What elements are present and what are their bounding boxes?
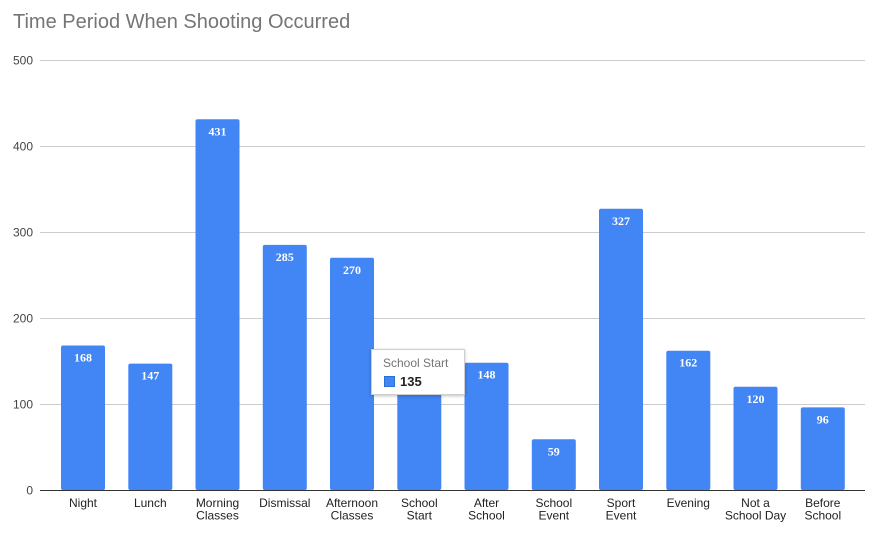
bar[interactable] (330, 257, 374, 490)
y-tick-label: 0 (26, 484, 33, 498)
bar[interactable] (733, 386, 778, 490)
bar[interactable] (464, 362, 509, 490)
bar-value-label: 431 (209, 124, 227, 138)
y-tick-label: 500 (13, 54, 33, 68)
y-tick-label: 100 (13, 398, 33, 412)
bar[interactable] (128, 363, 173, 490)
bars (61, 119, 845, 491)
x-category-label: Before School (804, 496, 841, 523)
x-category-label: Evening (667, 496, 710, 510)
bar[interactable] (195, 119, 240, 491)
bar[interactable] (599, 208, 643, 491)
bar-value-label: 59 (548, 444, 560, 458)
y-tick-label: 300 (13, 226, 33, 240)
bar[interactable] (61, 345, 105, 491)
bar[interactable] (531, 439, 576, 490)
y-tick-label: 400 (13, 140, 33, 154)
x-category-label: Dismissal (259, 496, 310, 510)
x-category-label: Lunch (134, 496, 167, 510)
x-category-label: Morning Classes (196, 496, 239, 523)
bar[interactable] (800, 407, 845, 490)
x-category-label: Night (69, 496, 98, 510)
x-category-label: Not a School Day (725, 496, 786, 523)
tooltip-value: 135 (400, 374, 422, 389)
bar-value-label: 147 (141, 369, 159, 383)
bar-value-label: 327 (612, 214, 630, 228)
bar-value-label: 120 (747, 392, 765, 406)
bar[interactable] (397, 373, 442, 490)
bar-value-label: 162 (679, 356, 697, 370)
y-axis-tick-labels: 0 100 200 300 400 500 (13, 54, 33, 498)
bar-value-label: 285 (276, 250, 294, 264)
bar-value-label: 168 (74, 351, 92, 365)
bar-data-labels: 168 147 431 285 270 135 148 59 327 162 120 96 (74, 124, 829, 458)
gridlines (40, 60, 865, 405)
bar-value-label: 96 (817, 412, 829, 426)
tooltip-category: School Start (383, 356, 449, 370)
x-category-label: Sport Event (606, 496, 637, 523)
hover-tooltip: School Start 135 (371, 349, 465, 395)
bar-value-label: 270 (343, 263, 361, 277)
bar[interactable] (666, 350, 711, 490)
y-tick-label: 200 (13, 312, 33, 326)
x-category-label: School Event (535, 496, 572, 523)
tooltip-series-swatch (384, 376, 395, 387)
bar-value-label: 148 (478, 368, 496, 382)
x-category-label: Afternoon Classes (326, 496, 378, 523)
x-category-label: After School (468, 496, 505, 523)
bar[interactable] (262, 244, 307, 490)
x-axis-category-labels: Night Lunch Morning Classes Dismissal Afterno… (69, 496, 841, 523)
chart-title: Time Period When Shooting Occurred (13, 11, 351, 33)
x-category-label: School Start (401, 496, 438, 523)
